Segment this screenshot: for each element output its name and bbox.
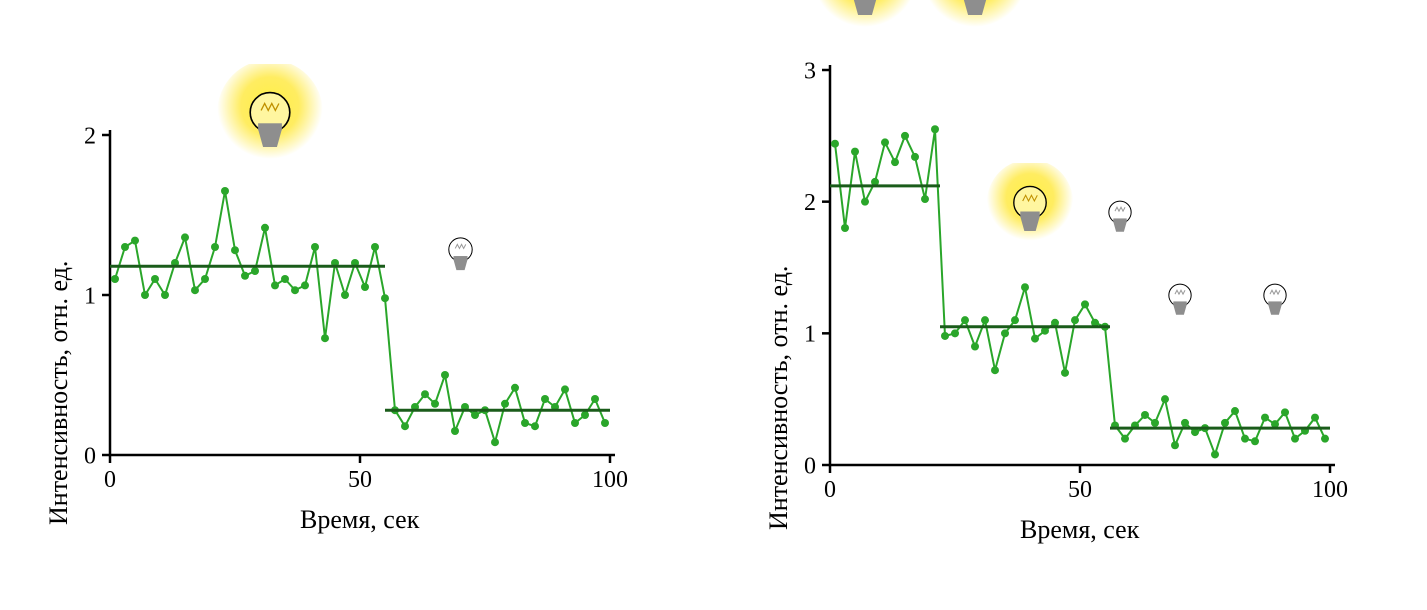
bulb-off-icon: [428, 221, 493, 291]
svg-text:0: 0: [804, 453, 816, 479]
bulb-lit-icon: [920, 0, 1030, 47]
right-chart-area: Интенсивность, отн. ед. 0 50 100 0 1 2 3 Время…: [750, 40, 1350, 580]
right-x-axis-label: Время, сек: [1020, 515, 1139, 545]
bulb-off-icon: [1244, 268, 1306, 335]
left-plot-svg: 0 50 100 0 1 2: [30, 105, 630, 505]
bulb-lit-icon: [985, 163, 1075, 253]
svg-text:50: 50: [1068, 477, 1092, 503]
bulb-lit-icon: [810, 0, 920, 42]
bulb-lit-icon: [810, 0, 920, 47]
bulb-lit-icon: [215, 64, 325, 179]
svg-text:0: 0: [104, 467, 116, 493]
left-chart-area: Интенсивность, отн. ед. 0 50 100 0 1 2 Время,…: [30, 105, 630, 565]
svg-text:3: 3: [804, 58, 816, 84]
bulb-lit-icon: [985, 163, 1075, 258]
right-y-axis-label: Интенсивность, отн. ед.: [764, 266, 794, 530]
left-y-axis-label: Интенсивность, отн. ед.: [44, 261, 74, 525]
svg-text:2: 2: [84, 123, 96, 149]
svg-text:1: 1: [804, 322, 816, 348]
svg-text:0: 0: [84, 443, 96, 469]
bulb-off-icon: [428, 221, 493, 286]
bulb-off-icon: [1149, 268, 1211, 330]
svg-text:1: 1: [84, 283, 96, 309]
left-x-axis-label: Время, сек: [300, 505, 419, 535]
svg-text:2: 2: [804, 190, 816, 216]
bulb-lit-icon: [215, 64, 325, 174]
svg-text:0: 0: [824, 477, 836, 503]
left-chart-panel: Интенсивность, отн. ед. 0 50 100 0 1 2 Время,…: [30, 45, 680, 565]
svg-text:100: 100: [592, 467, 628, 493]
svg-text:50: 50: [348, 467, 372, 493]
bulb-lit-icon: [920, 0, 1030, 42]
bulb-off-icon: [1089, 185, 1151, 252]
bulb-off-icon: [1149, 268, 1211, 335]
bulb-off-icon: [1244, 268, 1306, 330]
right-chart-panel: Интенсивность, отн. ед. 0 50 100 0 1 2 3 Время…: [750, 30, 1400, 580]
svg-text:100: 100: [1312, 477, 1348, 503]
bulb-off-icon: [1089, 185, 1151, 247]
